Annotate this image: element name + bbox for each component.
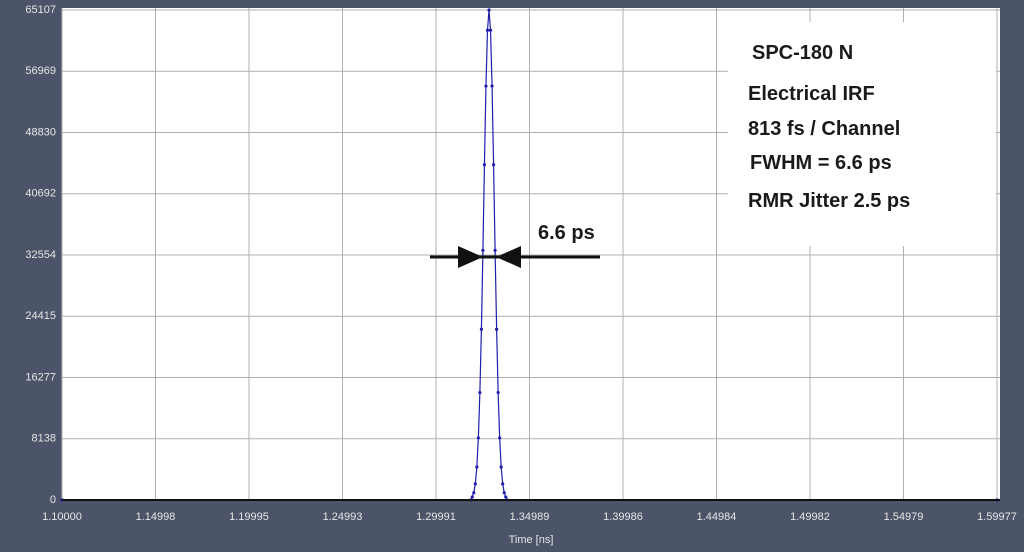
x-tick-label: 1.29991 bbox=[416, 511, 456, 523]
data-point bbox=[479, 327, 484, 331]
data-point bbox=[491, 163, 496, 167]
x-tick-label: 1.19995 bbox=[229, 511, 269, 523]
x-tick-label: 1.44984 bbox=[697, 511, 737, 523]
data-point bbox=[472, 491, 476, 495]
data-point bbox=[493, 248, 497, 252]
data-point bbox=[475, 465, 479, 469]
x-tick-label: 1.10000 bbox=[42, 511, 82, 523]
y-tick-label: 0 bbox=[50, 494, 56, 506]
data-point bbox=[495, 327, 499, 331]
arrow-head-left bbox=[496, 246, 521, 268]
data-point bbox=[502, 491, 506, 495]
annotation-box bbox=[728, 22, 996, 246]
y-tick-label: 8138 bbox=[32, 433, 56, 445]
annotation: Electrical IRF bbox=[748, 83, 875, 105]
data-point bbox=[473, 482, 477, 486]
x-tick-label: 1.49982 bbox=[790, 511, 830, 523]
x-tick-label: 1.34989 bbox=[510, 511, 550, 523]
data-point bbox=[485, 28, 490, 32]
data-point bbox=[488, 28, 493, 32]
x-axis-label: Time [ns] bbox=[509, 534, 554, 546]
annotation: SPC-180 N bbox=[752, 42, 853, 64]
annotation: 6.6 ps bbox=[538, 222, 595, 244]
data-point bbox=[487, 8, 491, 12]
x-tick-label: 1.14998 bbox=[136, 511, 176, 523]
y-tick-label: 65107 bbox=[25, 4, 56, 16]
y-tick-label: 56969 bbox=[25, 65, 56, 77]
x-tick-label: 1.54979 bbox=[884, 511, 924, 523]
data-point bbox=[484, 84, 488, 88]
data-point bbox=[482, 163, 487, 167]
data-point bbox=[476, 436, 480, 440]
data-point bbox=[490, 84, 494, 88]
x-tick-label: 1.24993 bbox=[323, 511, 363, 523]
annotation: FWHM = 6.6 ps bbox=[750, 152, 892, 174]
data-point bbox=[498, 436, 502, 440]
data-point bbox=[478, 390, 482, 395]
y-tick-label: 16277 bbox=[25, 371, 56, 383]
arrow-head-right bbox=[458, 246, 483, 268]
data-point bbox=[496, 390, 500, 395]
annotation: RMR Jitter 2.5 ps bbox=[748, 190, 910, 212]
data-point bbox=[501, 482, 505, 486]
data-point bbox=[470, 495, 474, 499]
y-tick-label: 32554 bbox=[25, 249, 56, 261]
y-tick-label: 24415 bbox=[25, 310, 56, 322]
y-tick-label: 48830 bbox=[25, 126, 56, 138]
annotation: 813 fs / Channel bbox=[748, 118, 900, 140]
x-tick-label: 1.59977 bbox=[977, 511, 1017, 523]
x-tick-label: 1.39986 bbox=[603, 511, 643, 523]
data-point bbox=[504, 495, 508, 499]
data-point bbox=[499, 465, 503, 469]
data-point bbox=[481, 248, 485, 252]
y-tick-label: 40692 bbox=[25, 188, 56, 200]
